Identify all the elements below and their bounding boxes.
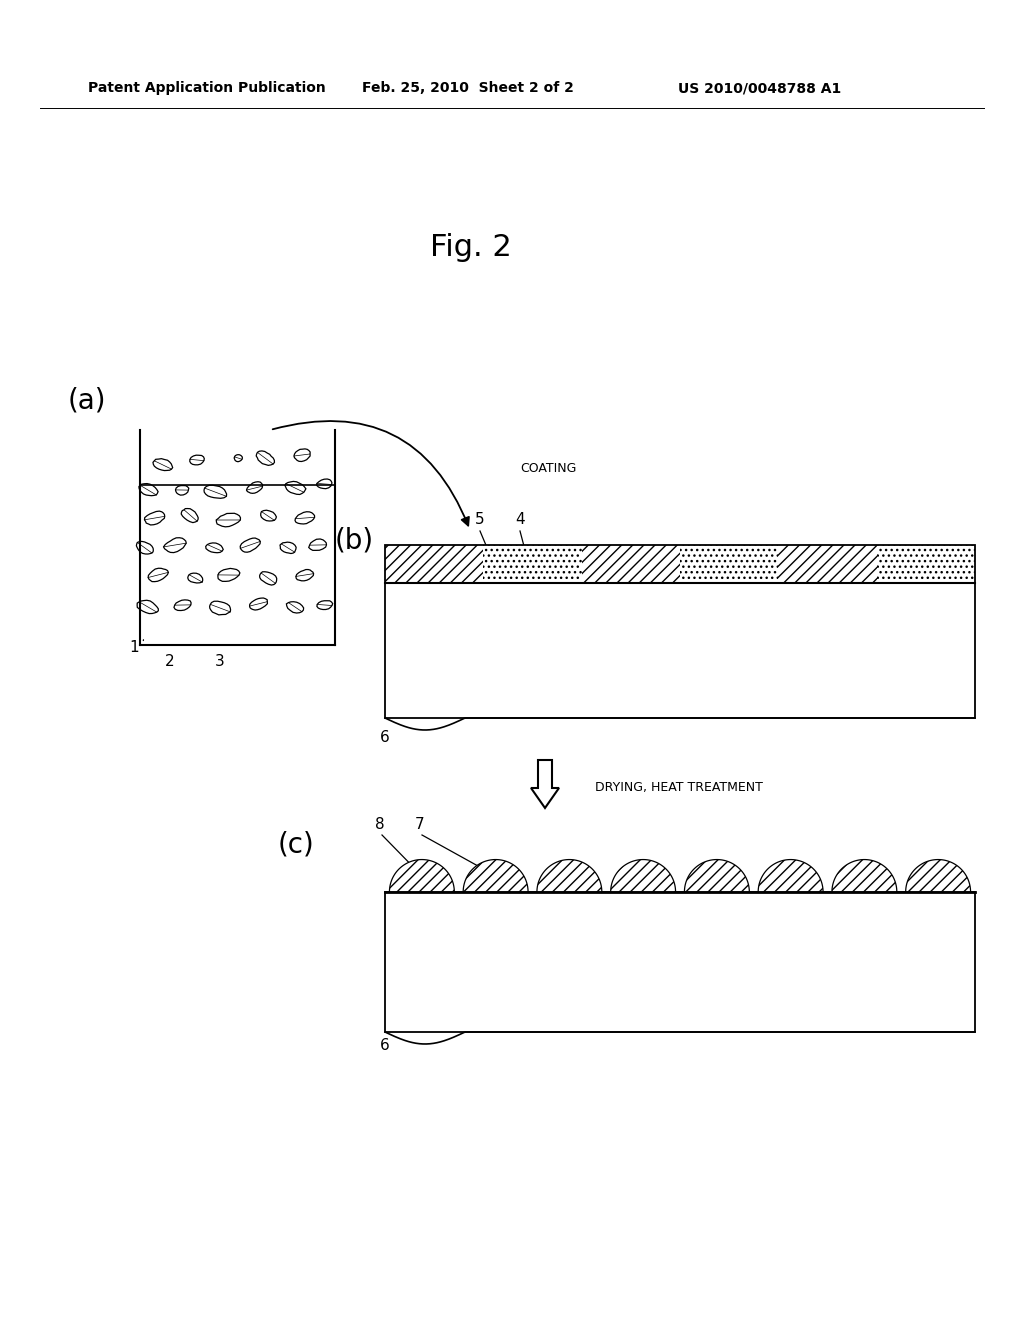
Bar bbox=[582, 545, 680, 583]
Polygon shape bbox=[247, 482, 262, 494]
Polygon shape bbox=[316, 601, 333, 610]
Bar bbox=[483, 545, 582, 583]
Polygon shape bbox=[684, 859, 750, 892]
Polygon shape bbox=[758, 859, 823, 892]
Polygon shape bbox=[250, 598, 267, 610]
Polygon shape bbox=[463, 859, 528, 892]
Text: (a): (a) bbox=[68, 385, 106, 414]
Polygon shape bbox=[294, 449, 310, 462]
Text: 8: 8 bbox=[375, 817, 385, 832]
Bar bbox=[385, 545, 975, 583]
Polygon shape bbox=[139, 483, 158, 496]
Text: 6: 6 bbox=[380, 1038, 390, 1052]
Polygon shape bbox=[389, 859, 455, 892]
Polygon shape bbox=[296, 569, 313, 581]
Text: DRYING, HEAT TREATMENT: DRYING, HEAT TREATMENT bbox=[595, 780, 763, 793]
Polygon shape bbox=[905, 859, 971, 892]
Polygon shape bbox=[175, 486, 188, 495]
Text: 2: 2 bbox=[165, 655, 175, 669]
Polygon shape bbox=[206, 543, 223, 553]
Bar bbox=[877, 545, 975, 583]
Text: US 2010/0048788 A1: US 2010/0048788 A1 bbox=[678, 81, 842, 95]
Bar bbox=[680, 545, 778, 583]
Polygon shape bbox=[531, 760, 559, 808]
Text: 7: 7 bbox=[415, 817, 425, 832]
Text: 6: 6 bbox=[380, 730, 390, 746]
Polygon shape bbox=[610, 859, 676, 892]
Text: Fig. 2: Fig. 2 bbox=[430, 234, 512, 263]
Text: (c): (c) bbox=[278, 832, 314, 859]
FancyArrowPatch shape bbox=[272, 421, 469, 525]
Polygon shape bbox=[187, 573, 203, 583]
Polygon shape bbox=[216, 513, 241, 527]
Text: 3: 3 bbox=[215, 655, 225, 669]
Polygon shape bbox=[537, 859, 602, 892]
Polygon shape bbox=[285, 482, 306, 495]
Polygon shape bbox=[308, 539, 327, 550]
Polygon shape bbox=[174, 599, 191, 611]
Text: (b): (b) bbox=[335, 525, 374, 554]
Text: 5: 5 bbox=[475, 512, 484, 527]
Polygon shape bbox=[137, 601, 159, 614]
Polygon shape bbox=[261, 511, 276, 521]
Polygon shape bbox=[136, 541, 154, 554]
Polygon shape bbox=[295, 512, 314, 524]
Polygon shape bbox=[204, 486, 226, 499]
Bar bbox=[385, 892, 975, 1032]
Polygon shape bbox=[241, 539, 260, 552]
Text: 1: 1 bbox=[129, 640, 139, 656]
Polygon shape bbox=[148, 568, 168, 582]
Polygon shape bbox=[280, 543, 296, 553]
Text: COATING: COATING bbox=[520, 462, 577, 474]
Polygon shape bbox=[153, 458, 173, 470]
Polygon shape bbox=[287, 602, 304, 612]
Polygon shape bbox=[256, 451, 274, 466]
Text: Patent Application Publication: Patent Application Publication bbox=[88, 81, 326, 95]
Polygon shape bbox=[189, 455, 205, 465]
Polygon shape bbox=[260, 572, 276, 585]
Text: 4: 4 bbox=[515, 512, 525, 527]
Polygon shape bbox=[316, 479, 332, 488]
Polygon shape bbox=[218, 569, 240, 581]
Bar bbox=[385, 583, 975, 718]
Text: Feb. 25, 2010  Sheet 2 of 2: Feb. 25, 2010 Sheet 2 of 2 bbox=[362, 81, 573, 95]
Polygon shape bbox=[181, 508, 199, 523]
Polygon shape bbox=[234, 454, 243, 462]
Polygon shape bbox=[210, 601, 230, 615]
Polygon shape bbox=[164, 537, 186, 553]
Polygon shape bbox=[831, 859, 897, 892]
Polygon shape bbox=[144, 511, 165, 525]
Bar bbox=[385, 545, 483, 583]
Bar bbox=[778, 545, 877, 583]
